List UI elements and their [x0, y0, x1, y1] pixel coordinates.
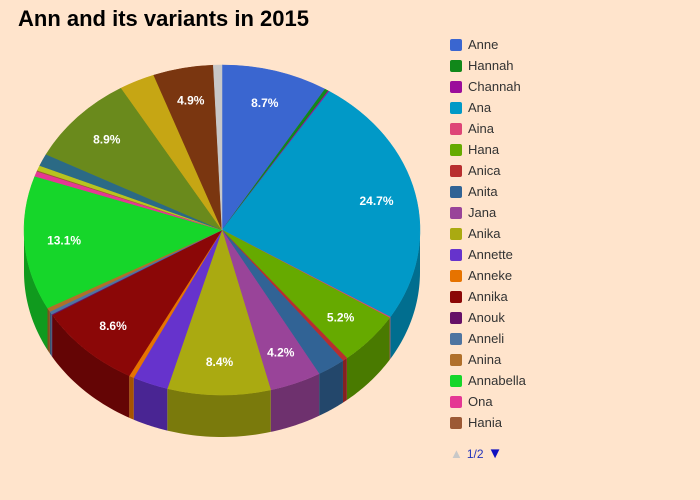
pie-side-hana [346, 317, 390, 401]
legend-swatch [450, 332, 462, 345]
legend-swatch [450, 122, 462, 135]
legend-item-annika[interactable]: Annika [450, 286, 526, 307]
legend-label: Ona [468, 394, 493, 409]
legend-label: Anita [468, 184, 498, 199]
legend-swatch [450, 185, 462, 198]
legend-label: Hannah [468, 58, 514, 73]
legend-swatch [450, 206, 462, 219]
pie-side-anita [319, 360, 343, 416]
pie-side-anica [342, 358, 347, 403]
pie-slice-ana[interactable] [221, 90, 421, 318]
legend-label: Anika [468, 226, 501, 241]
legend-swatch [450, 395, 462, 408]
legend-item-channah[interactable]: Channah [450, 76, 526, 97]
pie-side-walls [24, 230, 420, 437]
legend-swatch [450, 248, 462, 261]
legend-item-annette[interactable]: Annette [450, 244, 526, 265]
legend-label: Ana [468, 100, 492, 115]
legend-swatch [450, 290, 462, 303]
legend-label: Anica [468, 163, 501, 178]
pie-label-hana: 5.2% [327, 311, 355, 325]
pie-slice-anne[interactable] [221, 64, 326, 231]
legend-item-anne[interactable]: Anne [450, 34, 526, 55]
legend-swatch [450, 164, 462, 177]
legend-label: Anina [468, 352, 502, 367]
legend-item-hana[interactable]: Hana [450, 139, 526, 160]
pie-side-annabella [24, 230, 48, 350]
legend-label: Anne [468, 37, 499, 52]
pie-side-anina [47, 307, 50, 354]
pie-side-aina [389, 316, 391, 360]
legend-item-ana[interactable]: Ana [450, 97, 526, 118]
legend-label: Aina [468, 121, 495, 136]
legend-item-jana[interactable]: Jana [450, 202, 526, 223]
pie-side-anouk [51, 314, 53, 358]
legend-pager: ▲ 1/2 ▼ [450, 445, 526, 462]
pie-side-ana [390, 230, 420, 359]
legend-label: Channah [468, 79, 521, 94]
legend-item-anita[interactable]: Anita [450, 181, 526, 202]
chart-title: Ann and its variants in 2015 [18, 6, 309, 31]
pie-side-anika [167, 388, 271, 437]
legend-page-indicator: 1/2 [466, 446, 484, 461]
legend-item-aina[interactable]: Aina [450, 118, 526, 139]
legend-label: Anneke [468, 268, 513, 283]
triangle-up-icon[interactable]: ▲ [450, 446, 463, 461]
legend-label: Annette [468, 247, 513, 262]
legend-swatch [450, 227, 462, 240]
legend-swatch [450, 59, 462, 72]
legend-swatch [450, 38, 462, 51]
legend-label: Hania [468, 415, 502, 430]
legend-item-hannah[interactable]: Hannah [450, 55, 526, 76]
pie-side-annika [52, 315, 130, 418]
legend-swatch [450, 416, 462, 429]
legend-label: Annabella [468, 373, 526, 388]
legend-swatch [450, 101, 462, 114]
legend-item-anneke[interactable]: Anneke [450, 265, 526, 286]
legend-swatch [450, 269, 462, 282]
legend-item-anneli[interactable]: Anneli [450, 328, 526, 349]
pie-label-anne: 8.7% [251, 96, 279, 110]
pie-label-annabella: 13.1% [47, 234, 81, 248]
legend-swatch [450, 80, 462, 93]
pie-label-anika: 8.4% [206, 355, 234, 369]
legend-item-annabella[interactable]: Annabella [450, 370, 526, 391]
legend-swatch [450, 311, 462, 324]
pie-slice-anika[interactable] [166, 229, 272, 396]
pie-side-anneke [129, 375, 134, 420]
legend-label: Jana [468, 205, 497, 220]
legend-label: Hana [468, 142, 500, 157]
legend-label: Anouk [468, 310, 505, 325]
pie-slice-annabella[interactable] [23, 175, 223, 309]
pie-slice-annika[interactable] [52, 229, 223, 377]
legend-swatch [450, 374, 462, 387]
pie-label-jana: 4.2% [267, 346, 295, 360]
pie-labels: 8.7% 24.7% 5.2% 4.2% 8.4% 8.6% 13.1% 8.9% 4.9% [47, 94, 394, 369]
legend-swatch [450, 353, 462, 366]
legend-swatch [450, 143, 462, 156]
legend-item-anica[interactable]: Anica [450, 160, 526, 181]
pie-slice-slice-21[interactable] [45, 87, 223, 231]
pie-slice-slice-24[interactable] [213, 64, 223, 231]
pie-label-ana: 24.7% [359, 194, 393, 208]
legend-item-hania[interactable]: Hania [450, 412, 526, 433]
pie-side-jana [270, 373, 320, 432]
legend-items: Anne Hannah Channah Ana Aina Hana Anica Anita Ja… [450, 34, 526, 433]
legend-item-anouk[interactable]: Anouk [450, 307, 526, 328]
legend-item-anika[interactable]: Anika [450, 223, 526, 244]
triangle-down-icon[interactable]: ▼ [487, 445, 503, 462]
pie-label-annika: 8.6% [99, 319, 127, 333]
legend-label: Annika [468, 289, 508, 304]
pie-side-anneli [49, 311, 52, 357]
legend-label: Anneli [468, 331, 505, 346]
pie-slices [23, 64, 421, 396]
legend-item-anina[interactable]: Anina [450, 349, 526, 370]
pie-label-slice-21: 8.9% [93, 132, 121, 146]
pie-label-slice-23: 4.9% [177, 94, 205, 108]
pie-side-annette [133, 377, 168, 431]
legend: Anne Hannah Channah Ana Aina Hana Anica Anita Ja… [450, 34, 526, 462]
legend-item-ona[interactable]: Ona [450, 391, 526, 412]
